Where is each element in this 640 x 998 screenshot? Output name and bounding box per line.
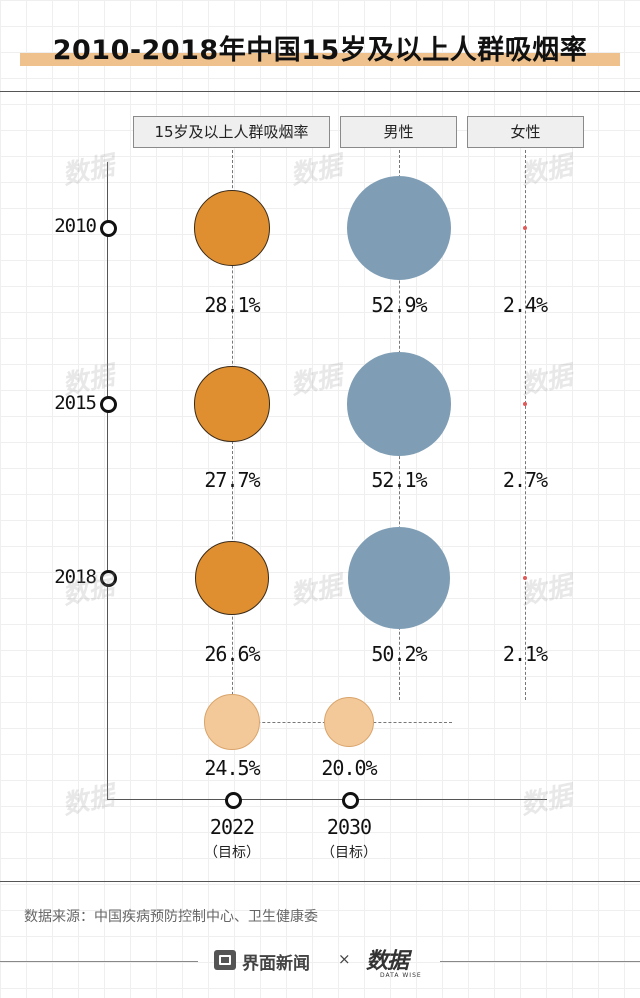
target-marker-2022 xyxy=(225,792,242,809)
value-label-female-2015: 2.7% xyxy=(502,468,548,492)
year-marker-2018 xyxy=(100,570,117,587)
bubble-female-2010 xyxy=(523,226,527,230)
watermark: 数据 xyxy=(517,780,576,822)
bubble-male-2010 xyxy=(346,175,451,280)
column-header-male: 男性 xyxy=(340,116,457,148)
footer-line-left xyxy=(0,961,198,962)
footer-line-right xyxy=(440,961,640,962)
bubble-male-2015 xyxy=(347,352,451,456)
source-note: 数据来源：中国疾病预防控制中心、卫生健康委 xyxy=(24,909,318,925)
watermark: 数据 xyxy=(59,150,118,192)
bubble-female-2015 xyxy=(523,402,527,406)
bubble-male-2018 xyxy=(348,527,450,629)
watermark: 数据 xyxy=(59,360,118,402)
target-note-2030: （目标） xyxy=(321,845,377,861)
value-label-female-2010: 2.4% xyxy=(502,293,548,317)
year-label-2015: 2015 xyxy=(54,392,97,414)
column-header-female: 女性 xyxy=(467,116,584,148)
title-highlight-band xyxy=(20,53,620,66)
brand-separator: × xyxy=(338,950,351,968)
value-label-female-2018: 2.1% xyxy=(502,642,548,666)
value-label-target-2022: 24.5% xyxy=(204,756,260,780)
x-axis-line xyxy=(107,799,547,800)
value-label-male-2010: 52.9% xyxy=(371,293,427,317)
bubble-target-2022 xyxy=(204,694,260,750)
y-axis-line xyxy=(107,162,108,799)
bubble-overall-2015 xyxy=(194,366,270,442)
partner-logo: 数据 xyxy=(366,949,409,974)
year-label-2010: 2010 xyxy=(54,215,97,237)
bubble-female-2018 xyxy=(523,576,527,580)
target-year-2030: 2030 xyxy=(326,815,372,839)
watermark: 数据 xyxy=(287,150,346,192)
target-note-2022: （目标） xyxy=(204,845,260,861)
bubble-overall-2010 xyxy=(194,190,270,266)
chart-title: 2010-2018年中国15岁及以上人群吸烟率 xyxy=(52,35,588,66)
guide-line-female xyxy=(525,150,526,700)
bubble-target-2030 xyxy=(323,696,375,748)
value-label-overall-2015: 27.7% xyxy=(204,468,260,492)
value-label-target-2030: 20.0% xyxy=(321,756,377,780)
column-header-overall: 15岁及以上人群吸烟率 xyxy=(133,116,330,148)
value-label-male-2015: 52.1% xyxy=(371,468,427,492)
watermark: 数据 xyxy=(287,360,346,402)
value-label-overall-2018: 26.6% xyxy=(204,642,260,666)
target-year-2022: 2022 xyxy=(209,815,255,839)
value-label-male-2018: 50.2% xyxy=(371,642,427,666)
year-marker-2015 xyxy=(100,396,117,413)
bubble-overall-2018 xyxy=(195,541,269,615)
footer-divider xyxy=(0,881,640,882)
title-divider xyxy=(0,91,640,92)
year-label-2018: 2018 xyxy=(54,566,97,588)
jiemian-logo-icon xyxy=(214,950,236,970)
watermark: 数据 xyxy=(59,780,118,822)
value-label-overall-2010: 28.1% xyxy=(204,293,260,317)
watermark: 数据 xyxy=(287,570,346,612)
partner-logo-subtitle: DATA WISE xyxy=(380,972,422,979)
target-marker-2030 xyxy=(342,792,359,809)
brand-name: 界面新闻 xyxy=(242,954,310,974)
year-marker-2010 xyxy=(100,220,117,237)
